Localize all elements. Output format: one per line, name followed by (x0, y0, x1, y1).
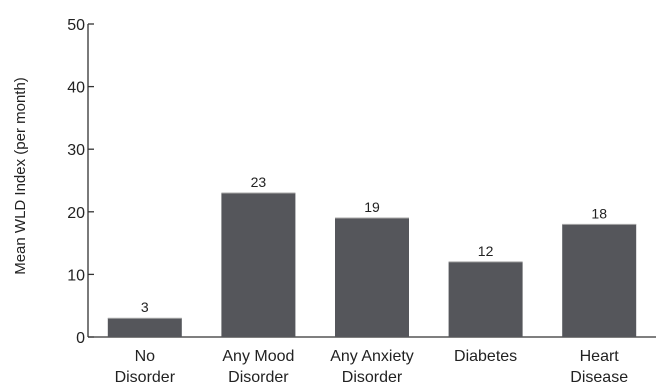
bar (448, 261, 523, 337)
y-tick-label: 0 (76, 330, 85, 347)
x-axis: No Disorder Any Mood Disorder Any Anxiety Dis… (88, 336, 656, 386)
x-category-label-line: No (135, 348, 156, 365)
bars: 3 23 19 12 18 (107, 174, 637, 337)
bar (221, 193, 296, 337)
x-category-label: Any Anxiety Disorder (330, 348, 414, 386)
y-axis: 0 10 20 30 40 50 (67, 17, 94, 347)
y-tick-label: 30 (67, 142, 85, 159)
y-tick-label: 50 (67, 17, 85, 34)
x-category-label: No Disorder (115, 348, 176, 386)
bar (562, 224, 637, 337)
y-axis-title: Mean WLD Index (per month) (12, 77, 29, 275)
x-category-label-line: Disorder (115, 369, 176, 386)
x-category-label-line: Any Mood (222, 348, 294, 365)
bar (107, 318, 182, 337)
x-category-label-line: Any Anxiety (330, 348, 414, 365)
y-tick-label: 40 (67, 80, 85, 97)
x-category-label: Diabetes (454, 348, 517, 365)
x-category-label: Any Mood Disorder (222, 348, 294, 386)
bar (335, 218, 409, 337)
x-category-label-line: Disorder (342, 369, 403, 386)
x-category-label-line: Disease (570, 369, 628, 386)
bar-value-label: 12 (478, 243, 494, 259)
bar-value-label: 3 (141, 299, 149, 315)
x-category-label: Heart Disease (570, 348, 628, 386)
y-tick-label: 10 (67, 267, 85, 284)
x-category-label-line: Disorder (228, 369, 289, 386)
bar-value-label: 23 (251, 174, 267, 190)
bar-value-label: 18 (591, 205, 607, 221)
x-category-label-line: Heart (580, 348, 620, 365)
y-tick-label: 20 (67, 205, 85, 222)
x-category-label-line: Diabetes (454, 348, 517, 365)
bar-value-label: 19 (364, 199, 380, 215)
